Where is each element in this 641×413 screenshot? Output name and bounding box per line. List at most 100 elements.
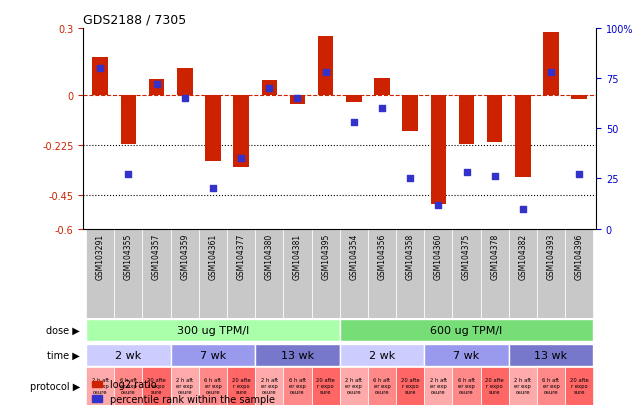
Text: GSM103291: GSM103291	[96, 233, 104, 280]
FancyBboxPatch shape	[86, 344, 171, 366]
Text: 6 h aft
er exp
osure: 6 h aft er exp osure	[374, 377, 390, 394]
Text: 20 afte
r expo
sure: 20 afte r expo sure	[485, 377, 504, 394]
FancyBboxPatch shape	[255, 344, 340, 366]
Bar	[459, 96, 474, 145]
Bar	[487, 96, 503, 142]
Text: 6 h aft
er exp
osure: 6 h aft er exp osure	[204, 377, 222, 394]
Bar	[177, 69, 192, 96]
Point	[574, 172, 585, 178]
Text: 7 wk: 7 wk	[200, 350, 226, 360]
FancyBboxPatch shape	[171, 367, 199, 405]
Bar	[233, 96, 249, 168]
FancyBboxPatch shape	[481, 367, 509, 405]
Point	[462, 170, 472, 176]
Text: 6 h aft
er exp
osure: 6 h aft er exp osure	[289, 377, 306, 394]
FancyBboxPatch shape	[368, 367, 396, 405]
Text: 2 wk: 2 wk	[115, 350, 142, 360]
Bar	[431, 96, 446, 204]
Point	[208, 186, 218, 192]
Text: GSM104396: GSM104396	[575, 233, 584, 280]
Bar	[121, 96, 136, 145]
Text: 13 wk: 13 wk	[535, 350, 568, 360]
Text: GSM104375: GSM104375	[462, 233, 471, 280]
Text: 20 afte
r expo
sure: 20 afte r expo sure	[232, 377, 251, 394]
Point	[151, 82, 162, 88]
Bar	[290, 96, 305, 104]
FancyBboxPatch shape	[142, 367, 171, 405]
Point	[377, 106, 387, 112]
Legend: log2 ratio, percentile rank within the sample: log2 ratio, percentile rank within the s…	[88, 375, 278, 408]
FancyBboxPatch shape	[227, 229, 255, 318]
Text: 20 afte
r expo
sure: 20 afte r expo sure	[570, 377, 588, 394]
Bar	[149, 80, 164, 96]
Bar	[92, 58, 108, 96]
Text: GSM104381: GSM104381	[293, 233, 302, 280]
Point	[490, 174, 500, 180]
FancyBboxPatch shape	[86, 229, 114, 318]
Text: GSM104355: GSM104355	[124, 233, 133, 280]
FancyBboxPatch shape	[340, 319, 594, 341]
FancyBboxPatch shape	[199, 367, 227, 405]
FancyBboxPatch shape	[424, 367, 453, 405]
Bar	[374, 79, 390, 96]
Point	[236, 156, 246, 162]
Text: 6 h aft
er exp
osure: 6 h aft er exp osure	[542, 377, 560, 394]
Point	[320, 70, 331, 76]
FancyBboxPatch shape	[509, 344, 594, 366]
Text: 6 h aft
er exp
osure: 6 h aft er exp osure	[120, 377, 137, 394]
Text: GSM104378: GSM104378	[490, 233, 499, 280]
Point	[264, 85, 274, 92]
Text: GSM104359: GSM104359	[180, 233, 189, 280]
FancyBboxPatch shape	[114, 367, 142, 405]
Text: GDS2188 / 7305: GDS2188 / 7305	[83, 13, 187, 26]
FancyBboxPatch shape	[340, 344, 424, 366]
Text: GSM104357: GSM104357	[152, 233, 161, 280]
FancyBboxPatch shape	[171, 229, 199, 318]
FancyBboxPatch shape	[312, 229, 340, 318]
Bar	[205, 96, 221, 161]
FancyBboxPatch shape	[565, 229, 594, 318]
Text: 2 h aft
er exp
osure: 2 h aft er exp osure	[514, 377, 531, 394]
FancyBboxPatch shape	[537, 229, 565, 318]
Text: GSM104354: GSM104354	[349, 233, 358, 280]
Text: GSM104377: GSM104377	[237, 233, 246, 280]
Text: 20 afte
r expo
sure: 20 afte r expo sure	[401, 377, 420, 394]
Text: 2 h aft
er exp
osure: 2 h aft er exp osure	[176, 377, 194, 394]
FancyBboxPatch shape	[396, 229, 424, 318]
Bar	[346, 96, 362, 102]
FancyBboxPatch shape	[142, 229, 171, 318]
FancyBboxPatch shape	[396, 367, 424, 405]
Text: 13 wk: 13 wk	[281, 350, 314, 360]
Text: dose ▶: dose ▶	[46, 325, 80, 335]
Text: GSM104358: GSM104358	[406, 233, 415, 280]
Text: 2 h aft
er exp
osure: 2 h aft er exp osure	[429, 377, 447, 394]
Text: GSM104380: GSM104380	[265, 233, 274, 280]
FancyBboxPatch shape	[424, 344, 509, 366]
Point	[123, 172, 133, 178]
Text: GSM104393: GSM104393	[547, 233, 556, 280]
FancyBboxPatch shape	[255, 367, 283, 405]
Text: 20 afte
r expo
sure: 20 afte r expo sure	[147, 377, 166, 394]
Point	[546, 70, 556, 76]
FancyBboxPatch shape	[312, 367, 340, 405]
Text: GSM104395: GSM104395	[321, 233, 330, 280]
FancyBboxPatch shape	[283, 367, 312, 405]
Text: protocol ▶: protocol ▶	[30, 381, 80, 391]
FancyBboxPatch shape	[537, 367, 565, 405]
Bar	[403, 96, 418, 131]
Point	[518, 206, 528, 212]
FancyBboxPatch shape	[255, 229, 283, 318]
FancyBboxPatch shape	[509, 229, 537, 318]
Text: GSM104360: GSM104360	[434, 233, 443, 280]
Text: GSM104382: GSM104382	[519, 233, 528, 280]
FancyBboxPatch shape	[340, 367, 368, 405]
Text: GSM104361: GSM104361	[208, 233, 217, 280]
Text: 7 wk: 7 wk	[453, 350, 479, 360]
Bar	[262, 81, 277, 96]
Text: 2 h aft
er exp
osure: 2 h aft er exp osure	[261, 377, 278, 394]
FancyBboxPatch shape	[283, 229, 312, 318]
Point	[292, 96, 303, 102]
Point	[405, 176, 415, 182]
FancyBboxPatch shape	[86, 319, 340, 341]
Text: 300 ug TPM/l: 300 ug TPM/l	[177, 325, 249, 335]
